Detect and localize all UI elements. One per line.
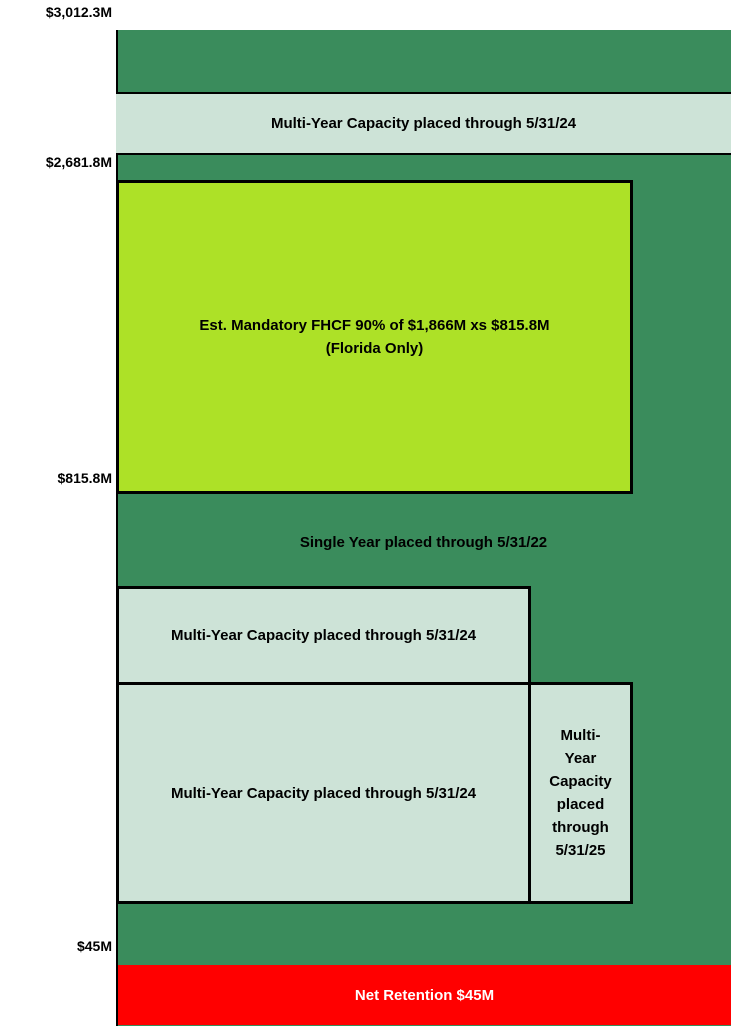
layer-text-line: through [552, 819, 609, 836]
layer-text-line: (Florida Only) [325, 340, 424, 357]
layer: Multi-Year Capacity placed through 5/31/… [116, 92, 731, 155]
layer-text: Net Retention $45M [355, 984, 494, 1007]
axis-label: $45M [76, 938, 112, 954]
layer-text-line: Multi-Year Capacity placed through 5/31/… [170, 627, 477, 644]
layer-text: Multi- Year Capacity placed through 5/31/25 [549, 724, 612, 862]
axis-label: $3,012.3M [45, 4, 112, 20]
axis-label: $2,681.8M [45, 154, 112, 170]
layer-text: Multi-Year Capacity placed through 5/31/… [171, 782, 476, 805]
layer-text-line: Net Retention $45M [354, 986, 495, 1004]
layer-text-line: Multi- [560, 727, 601, 744]
layer-text-line: Year [564, 750, 597, 767]
layer: Single Year placed through 5/31/22 [116, 525, 731, 559]
layer: Est. Mandatory FHCF 90% of $1,866M xs $8… [116, 180, 633, 494]
layer-text-line: Multi-Year Capacity placed through 5/31/… [270, 115, 577, 132]
layer: Multi- Year Capacity placed through 5/31/25 [528, 682, 633, 904]
layer-text: Single Year placed through 5/31/22 [300, 531, 547, 554]
layer-text-line: placed [556, 796, 605, 813]
layer-text: Multi-Year Capacity placed through 5/31/… [171, 624, 476, 647]
layer-text: Multi-Year Capacity placed through 5/31/… [271, 112, 576, 135]
layer-text: Est. Mandatory FHCF 90% of $1,866M xs $8… [199, 314, 549, 360]
layer-text-line: Single Year placed through 5/31/22 [299, 533, 548, 551]
layer: Multi-Year Capacity placed through 5/31/… [116, 586, 531, 685]
layer: Net Retention $45M [118, 965, 731, 1025]
layer-text-line: Multi-Year Capacity placed through 5/31/… [170, 784, 477, 802]
layer-text-line: Est. Mandatory FHCF 90% of $1,866M xs $8… [199, 317, 550, 334]
layer-text-line: Capacity [549, 773, 612, 790]
layer-text-line: 5/31/25 [555, 842, 606, 859]
axis-label: $815.8M [57, 470, 112, 486]
layer: Multi-Year Capacity placed through 5/31/… [116, 682, 531, 904]
